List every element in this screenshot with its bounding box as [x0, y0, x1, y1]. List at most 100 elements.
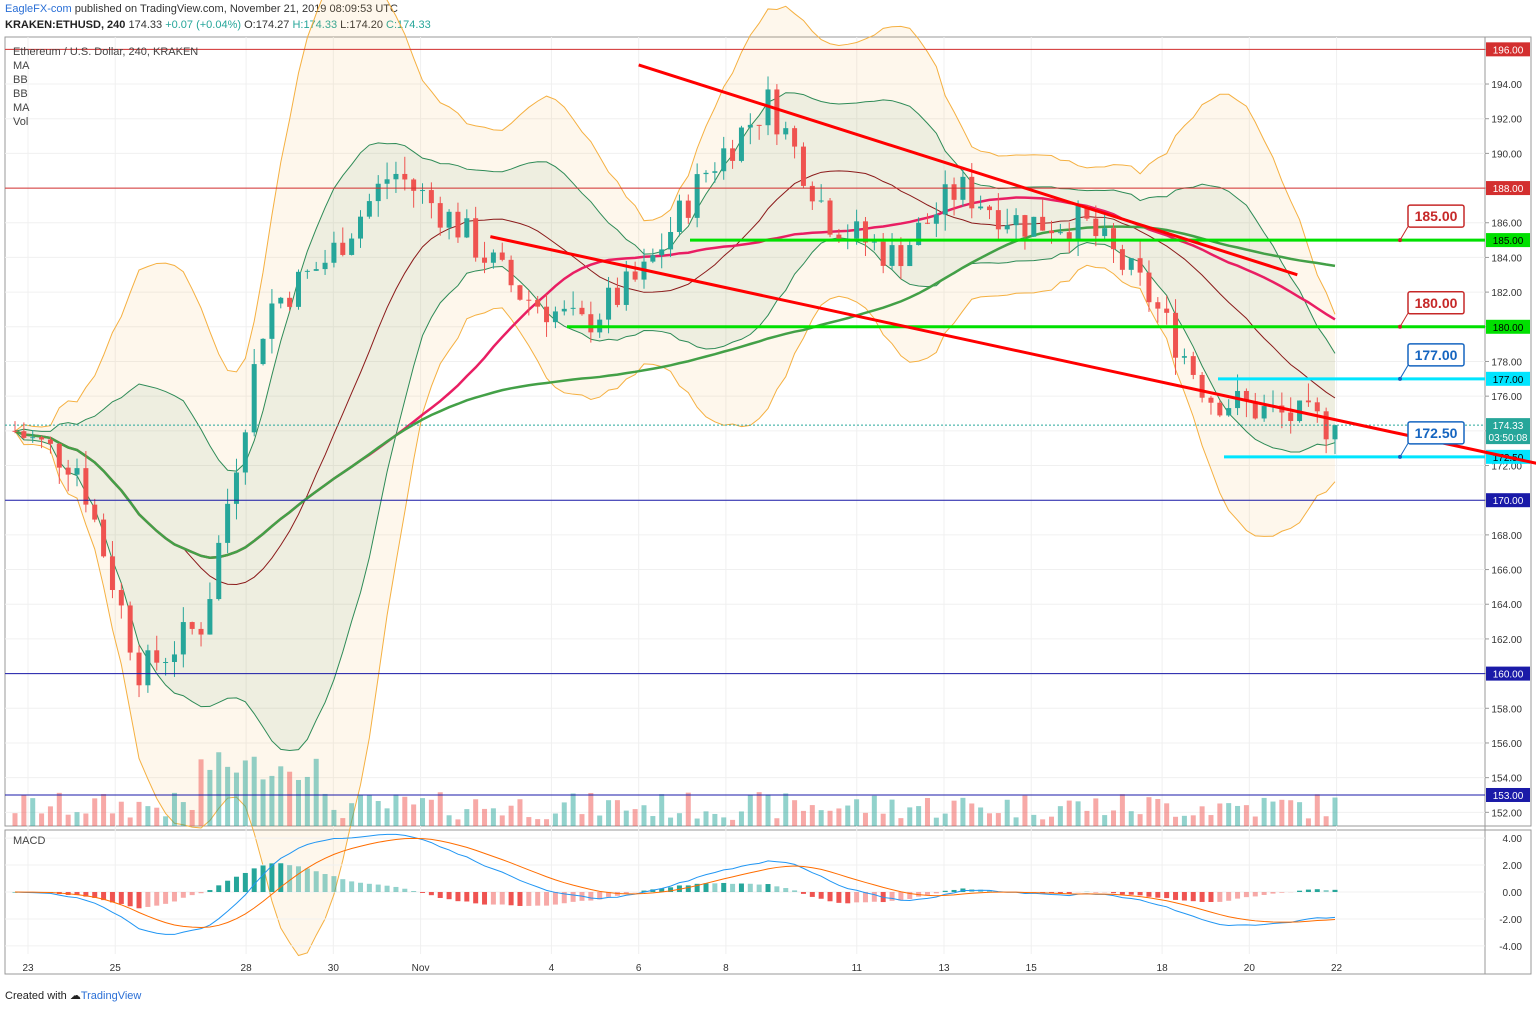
- volume-bar: [127, 817, 133, 826]
- volume-bar: [1111, 810, 1117, 826]
- volume-bar: [712, 813, 718, 826]
- volume-bar: [39, 813, 45, 826]
- macd-histogram-bar: [446, 892, 452, 900]
- volume-bar: [251, 756, 257, 826]
- candle-body: [1084, 205, 1090, 219]
- legend-item-ma-2[interactable]: MA: [13, 102, 30, 114]
- macd-histogram-bar: [1164, 892, 1170, 899]
- candle-body: [118, 590, 124, 606]
- legend-item-bb-2[interactable]: BB: [13, 88, 28, 100]
- candle-body: [358, 216, 364, 239]
- volume-bar: [827, 810, 833, 826]
- candle-body: [889, 245, 895, 266]
- legend-item-ma[interactable]: MA: [13, 60, 30, 72]
- volume-bar: [995, 813, 1001, 826]
- bollinger-inner-fill: [15, 92, 1335, 751]
- macd-histogram-bar: [1137, 892, 1143, 896]
- callout-box: [1407, 343, 1465, 367]
- candle-body: [1022, 215, 1028, 237]
- macd-histogram-bar: [552, 892, 558, 905]
- macd-histogram-bar: [260, 865, 266, 892]
- candle-body: [189, 622, 195, 629]
- macd-histogram-bar: [818, 892, 824, 899]
- volume-bar: [1235, 805, 1241, 826]
- candle-body: [1155, 302, 1161, 309]
- ohlc-low: L:174.20: [340, 19, 383, 31]
- publisher-link[interactable]: EagleFX-com: [5, 3, 72, 15]
- macd-histogram-bar: [375, 884, 381, 892]
- candle-body: [517, 285, 523, 300]
- candle-body: [21, 431, 27, 438]
- x-tick-label: 25: [110, 963, 122, 974]
- candle-body: [30, 437, 36, 439]
- macd-histogram-bar: [1279, 892, 1285, 893]
- ma-short-line: [14, 170, 1336, 585]
- volume-bar: [322, 793, 328, 826]
- volume-bar: [1208, 815, 1214, 826]
- volume-bar: [92, 798, 98, 826]
- macd-histogram-bar: [800, 892, 806, 894]
- macd-histogram-bar: [269, 863, 275, 892]
- macd-histogram-bar: [597, 892, 603, 900]
- volume-bar: [703, 811, 709, 826]
- macd-histogram-bar: [942, 890, 948, 892]
- level-tag-153-00: [1486, 787, 1530, 802]
- volume-bar: [933, 817, 939, 826]
- volume-bar: [809, 805, 815, 826]
- volume-bar: [685, 792, 691, 826]
- candle-body: [721, 148, 727, 172]
- volume-bar: [1013, 817, 1019, 826]
- callout-label: 172.50: [1415, 425, 1458, 441]
- macd-tick-label: -2.00: [1499, 915, 1522, 926]
- volume-bar: [171, 792, 177, 826]
- volume-bar: [1128, 811, 1134, 826]
- volume-bar: [1279, 799, 1285, 826]
- candle-body: [233, 472, 239, 504]
- volume-bar: [1332, 797, 1338, 826]
- candle-body: [198, 628, 204, 635]
- macd-histogram-bar: [482, 892, 488, 905]
- macd-histogram-bar: [907, 892, 913, 899]
- macd-histogram-bar: [366, 883, 372, 892]
- macd-histogram-bar: [1235, 892, 1241, 899]
- volume-bar: [738, 811, 744, 826]
- volume-bar: [561, 802, 567, 826]
- bollinger-outer-upper: [14, 0, 1336, 432]
- volume-bar: [278, 766, 284, 826]
- legend-item-vol[interactable]: Vol: [13, 116, 29, 128]
- volume-bar: [331, 809, 337, 826]
- macd-histogram-bar: [747, 883, 753, 892]
- volume-bar: [30, 798, 36, 826]
- macd-histogram-bar: [189, 892, 195, 896]
- candle-body: [145, 650, 151, 686]
- volume-bar: [1323, 816, 1329, 826]
- tradingview-brand[interactable]: TradingView: [80, 990, 142, 1002]
- macd-histogram-bar: [1332, 889, 1338, 892]
- volume-bar: [1093, 798, 1099, 826]
- candle-body: [1199, 374, 1205, 398]
- candle-body: [1066, 232, 1072, 241]
- legend-item-bb[interactable]: BB: [13, 74, 28, 86]
- candle-body: [508, 259, 514, 286]
- macd-histogram-bar: [1305, 889, 1311, 892]
- volume-bar: [207, 769, 213, 826]
- callout-anchor: [1398, 376, 1402, 381]
- volume-bar: [978, 807, 984, 826]
- level-tag-label: 170.00: [1493, 496, 1524, 507]
- candle-body: [154, 650, 160, 663]
- volume-bar: [960, 797, 966, 826]
- volume-bar: [951, 800, 957, 826]
- volume-bar: [1022, 795, 1028, 826]
- y-tick-label: 176.00: [1491, 392, 1522, 403]
- macd-tick-label: -4.00: [1499, 942, 1522, 953]
- candle-body: [552, 311, 558, 323]
- candle-body: [561, 308, 567, 312]
- candle-body: [499, 252, 505, 260]
- volume-bar: [56, 792, 62, 826]
- candle-body: [1305, 400, 1311, 403]
- macd-histogram-bar: [1261, 892, 1267, 895]
- macd-histogram-bar: [836, 892, 842, 903]
- macd-histogram-bar: [1181, 892, 1187, 901]
- callout-anchor: [1398, 324, 1402, 329]
